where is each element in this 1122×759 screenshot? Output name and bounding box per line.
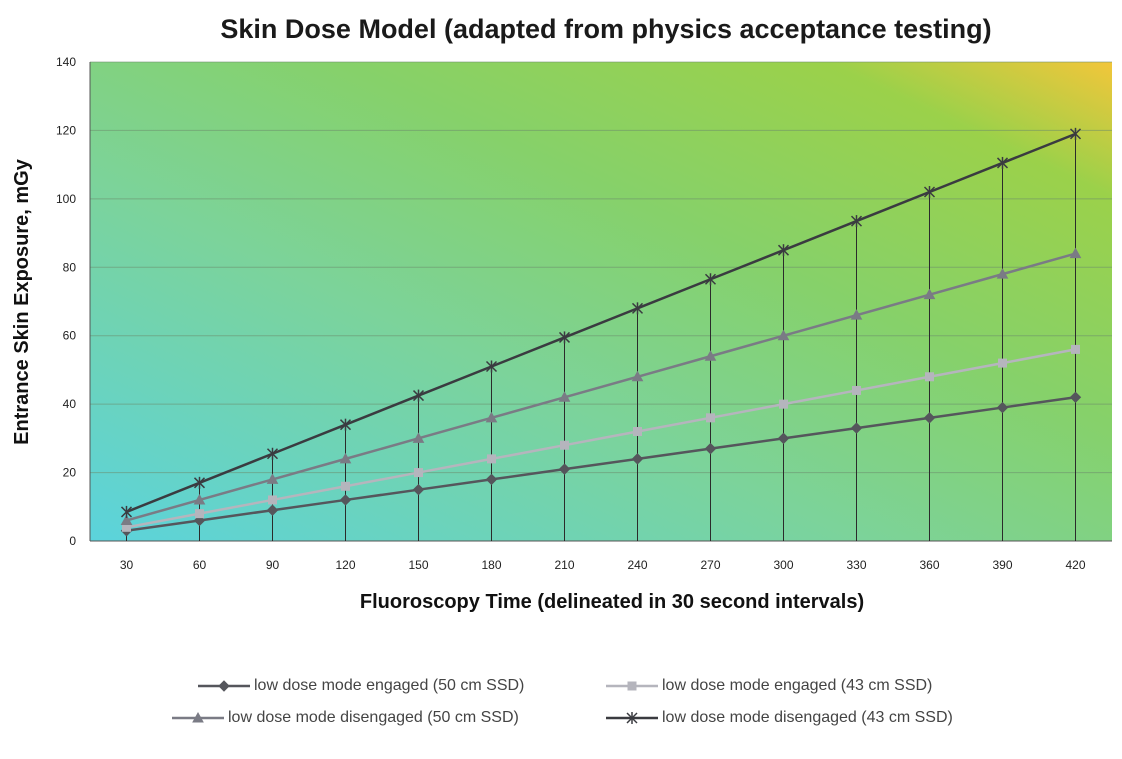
y-tick-label: 20 — [63, 466, 77, 480]
data-point — [558, 463, 571, 475]
data-point — [120, 514, 133, 525]
data-point — [266, 473, 279, 484]
data-point — [266, 504, 279, 516]
tick-labels: 0 20 40 60 80 100 120 140 30 60 90 120 150 180 210 240 2… — [56, 55, 1086, 572]
data-point — [706, 413, 715, 423]
chart-title: Skin Dose Model (adapted from physics ac… — [220, 14, 992, 44]
x-tick-label: 300 — [773, 558, 793, 572]
data-point — [1069, 391, 1082, 404]
data-point — [193, 476, 206, 489]
data-point — [850, 215, 863, 228]
series-line — [126, 132, 1076, 514]
data-point — [560, 440, 569, 450]
data-point — [777, 244, 790, 257]
data-point — [485, 473, 498, 486]
data-point — [487, 454, 496, 464]
data-point — [339, 418, 352, 431]
data-point — [1069, 247, 1082, 259]
series-line — [126, 348, 1076, 529]
data-point — [558, 331, 571, 344]
data-point — [996, 268, 1009, 279]
data-point — [704, 442, 717, 455]
data-point — [412, 432, 425, 443]
data-point — [631, 302, 644, 315]
x-tick-label: 270 — [700, 558, 720, 572]
data-point — [195, 509, 204, 519]
y-tick-label: 60 — [63, 329, 77, 343]
data-point — [339, 494, 352, 506]
series-line — [126, 396, 1076, 532]
data-point — [996, 401, 1009, 414]
x-tick-label: 360 — [919, 558, 939, 572]
x-tick-label: 90 — [266, 558, 280, 572]
data-point — [412, 389, 425, 402]
data-point — [631, 370, 644, 382]
data-point — [923, 288, 936, 300]
data-point — [704, 350, 717, 361]
axes — [89, 62, 1112, 542]
data-point — [850, 422, 863, 434]
data-point — [1071, 344, 1080, 354]
y-tick-label: 0 — [69, 534, 76, 548]
data-point — [485, 411, 498, 423]
data-point — [633, 427, 642, 437]
grid-lines — [90, 61, 1112, 474]
x-axis-title: Fluoroscopy Time (delineated in 30 secon… — [360, 591, 864, 613]
x-tick-label: 30 — [120, 558, 134, 572]
data-point — [631, 453, 644, 465]
data-point — [852, 385, 861, 395]
data-point — [339, 452, 352, 464]
data-point — [779, 399, 788, 409]
series-line — [126, 252, 1076, 522]
data-point — [120, 505, 133, 518]
data-point — [558, 391, 571, 402]
data-point — [925, 372, 934, 382]
data-point — [193, 493, 206, 505]
x-tick-label: 180 — [481, 558, 501, 572]
x-tick-label: 210 — [554, 558, 574, 572]
data-point — [923, 412, 936, 424]
data-point — [268, 495, 277, 505]
data-point — [704, 273, 717, 286]
data-point — [923, 186, 936, 199]
y-tick-label: 140 — [56, 55, 76, 69]
x-tick-label: 60 — [193, 558, 207, 572]
plot-area — [90, 62, 1112, 541]
data-point — [485, 360, 498, 373]
x-tick-label: 150 — [408, 558, 428, 572]
data-point — [850, 309, 863, 320]
x-tick-label: 330 — [846, 558, 866, 572]
data-point — [412, 483, 425, 496]
y-tick-label: 100 — [56, 192, 76, 206]
data-point — [777, 329, 790, 341]
data-point — [266, 447, 279, 460]
data-point — [996, 156, 1009, 169]
x-tick-label: 120 — [335, 558, 355, 572]
y-tick-label: 40 — [63, 397, 77, 411]
x-tick-label: 390 — [992, 558, 1012, 572]
y-axis-title: Entrance Skin Exposure, mGy — [11, 158, 33, 445]
y-tick-label: 120 — [56, 123, 76, 137]
data-point — [414, 468, 423, 478]
data-point — [1069, 127, 1082, 140]
x-tick-label: 240 — [627, 558, 647, 572]
x-tick-label: 420 — [1065, 558, 1085, 572]
data-point — [777, 432, 790, 445]
data-point — [998, 358, 1007, 368]
series — [120, 127, 1082, 537]
y-tick-label: 80 — [63, 260, 77, 274]
data-point — [341, 481, 350, 491]
